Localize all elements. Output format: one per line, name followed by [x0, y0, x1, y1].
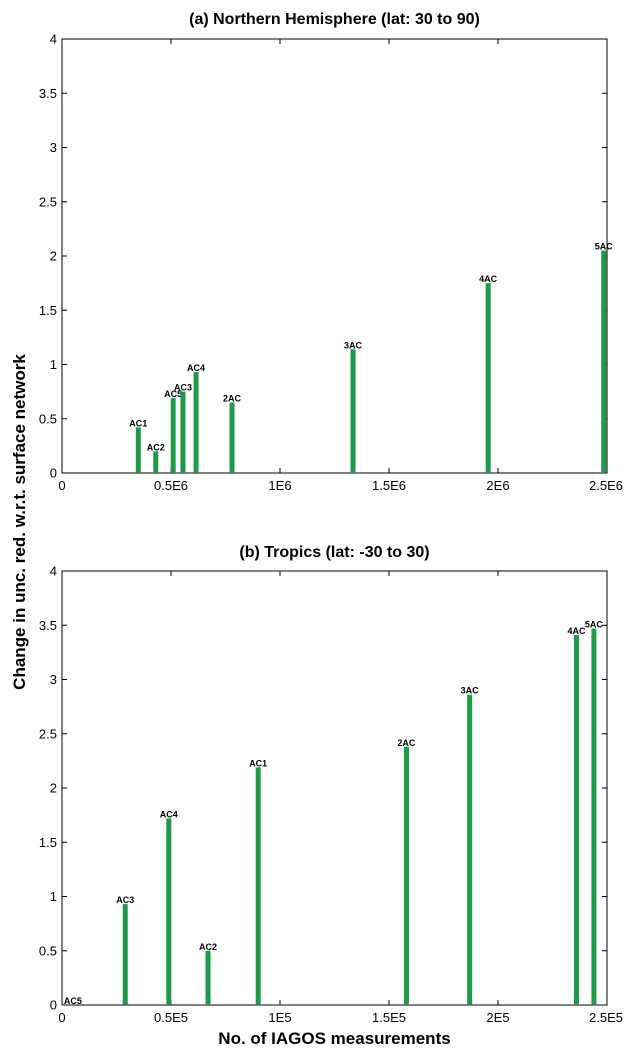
panel-b-bar-ac4 [166, 818, 172, 1005]
panel-a-y-tick-label: 2 [50, 249, 57, 264]
panel-a-bar-label-ac2: AC2 [147, 442, 165, 452]
panel-b-bar-ac1 [255, 767, 261, 1005]
panel-a-y-tick-label: 1.5 [39, 303, 57, 318]
panel-a-x-tick-label: 2E6 [486, 478, 509, 493]
panel-a-y-tick-label: 0.5 [39, 411, 57, 426]
panel-b-bar-label-ac5: AC5 [64, 996, 82, 1006]
panel-b-bar-4ac [573, 635, 579, 1005]
panel-b-bar-label-ac4: AC4 [160, 809, 178, 819]
panel-b-tropics: (b) Tropics (lat: -30 to 30) 0 0.5 1 1.5 2 2.… [39, 544, 623, 1025]
panel-a-bar-label-5ac: 5AC [595, 242, 614, 252]
panel-a-bar-5ac [601, 250, 607, 473]
panel-a-x-tick-label: 1.5E6 [372, 478, 406, 493]
panel-a-x-tick-label: 0 [58, 478, 65, 493]
panel-a-y-tick-label: 3 [50, 140, 57, 155]
panel-b-y-tick-label: 0 [50, 998, 57, 1013]
panel-a-bar-label-ac5: AC5 [164, 389, 182, 399]
panel-b-bar-label-ac1: AC1 [249, 758, 267, 768]
panel-b-bar-2ac [403, 746, 409, 1005]
panel-b-y-tick-label: 4 [50, 564, 57, 579]
panel-b-bar-label-ac2: AC2 [199, 942, 217, 952]
panel-a-bar-label-2ac: 2AC [223, 393, 242, 403]
panel-b-bar-label-ac3: AC3 [116, 895, 134, 905]
panel-a-y-tick-label: 2.5 [39, 194, 57, 209]
panel-a-bar-ac3 [180, 391, 186, 473]
panel-a-bar-ac1 [135, 427, 141, 473]
panel-a-bar-label-ac1: AC1 [129, 418, 147, 428]
panel-a-x-tick-label: 0.5E6 [154, 478, 188, 493]
panel-a-bar-label-ac3: AC3 [174, 383, 192, 393]
shared-y-axis-label: Change in unc. red. w.r.t. surface netwo… [10, 354, 29, 690]
shared-x-axis-label: No. of IAGOS measurements [218, 1029, 450, 1048]
panel-b-y-tick-label: 3 [50, 672, 57, 687]
panel-b-title: (b) Tropics (lat: -30 to 30) [239, 544, 429, 561]
panel-b-bar-3ac [467, 694, 473, 1005]
panel-a-bar-3ac [350, 349, 356, 473]
panel-b-bar-ac3 [122, 904, 128, 1005]
panel-a-x-tick-label: 1E6 [268, 478, 291, 493]
panel-a-y-tick-label: 4 [50, 32, 57, 47]
panel-b-x-tick-label: 0 [58, 1010, 65, 1025]
panel-b-bar-5ac [591, 628, 597, 1005]
panel-b-bar-ac2 [205, 950, 211, 1005]
panel-a-title: (a) Northern Hemisphere (lat: 30 to 90) [189, 11, 480, 28]
panel-a-bar-ac5 [170, 398, 176, 473]
panel-b-frame [61, 570, 608, 1006]
panel-b-x-tick-label: 0.5E5 [154, 1010, 188, 1025]
panel-b-bar-label-3ac: 3AC [461, 686, 480, 696]
panel-b-x-tick-label: 1.5E5 [372, 1010, 406, 1025]
panel-a-bar-label-4ac: 4AC [479, 274, 498, 284]
panel-a-northern-hemisphere: (a) Northern Hemisphere (lat: 30 to 90) … [39, 11, 623, 493]
panel-a-y-tick-label: 0 [50, 466, 57, 481]
panel-a-y-tick-label: 1 [50, 357, 57, 372]
panel-b-x-tick-label: 2E5 [486, 1010, 509, 1025]
panel-b-y-tick-label: 1.5 [39, 835, 57, 850]
panel-b-y-tick-label: 0.5 [39, 943, 57, 958]
panel-a-y-tick-label: 3.5 [39, 86, 57, 101]
panel-a-frame [61, 38, 608, 474]
panel-b-y-tick-label: 3.5 [39, 618, 57, 633]
panel-a-bar-label-3ac: 3AC [344, 340, 363, 350]
panel-b-x-tick-label: 2.5E5 [589, 1010, 623, 1025]
panel-a-x-tick-label: 2.5E6 [589, 478, 623, 493]
panel-a-bar-ac2 [153, 451, 159, 473]
panel-a-bar-ac4 [193, 372, 199, 473]
panel-b-y-tick-label: 2 [50, 781, 57, 796]
panel-b-bar-label-4ac: 4AC [567, 626, 586, 636]
panel-b-y-tick-label: 2.5 [39, 726, 57, 741]
panel-b-bar-label-2ac: 2AC [397, 738, 416, 748]
panel-a-bar-2ac [229, 402, 235, 473]
panel-a-axes: 0 0.5 1 1.5 2 2.5 3 3.5 4 0 0.5E6 1E6 1.5E6 2E6 2.5E6 [39, 32, 623, 494]
panel-b-bar-label-5ac: 5AC [585, 620, 604, 630]
panel-a-bar-label-ac4: AC4 [187, 363, 205, 373]
panel-b-axes: 0 0.5 1 1.5 2 2.5 3 3.5 4 0 0.5E5 1E5 1.5E5 2E5 2.5E5 [39, 564, 623, 1026]
panel-b-y-tick-label: 1 [50, 889, 57, 904]
panel-a-bar-4ac [485, 283, 491, 473]
panel-b-x-tick-label: 1E5 [268, 1010, 291, 1025]
